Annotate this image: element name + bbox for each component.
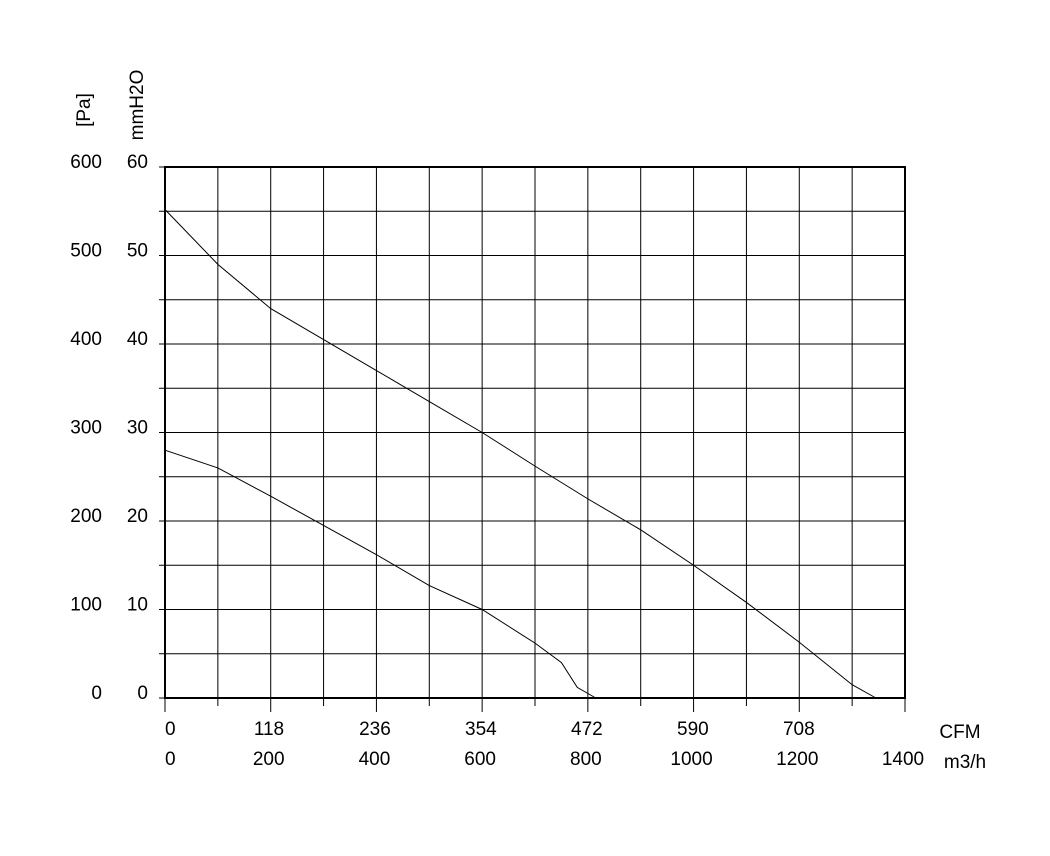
x2-tick-label: 0 bbox=[165, 719, 176, 740]
x-tick-label: 1200 bbox=[776, 749, 818, 770]
y-tick-label: 500 bbox=[70, 241, 102, 262]
y2-tick-label: 20 bbox=[127, 506, 148, 527]
x-tick-label: 600 bbox=[464, 749, 496, 770]
x2-tick-label: 236 bbox=[359, 719, 391, 740]
y2-axis-label: mmH2O bbox=[127, 70, 148, 141]
curve bbox=[164, 449, 597, 699]
y-tick-label: 600 bbox=[70, 152, 102, 173]
y2-tick-label: 0 bbox=[137, 683, 148, 704]
y-tick-label: 400 bbox=[70, 329, 102, 350]
y2-tick-label: 30 bbox=[127, 418, 148, 439]
x-tick-label: 0 bbox=[165, 749, 176, 770]
y2-tick-label: 10 bbox=[127, 595, 148, 616]
y-tick-label: 100 bbox=[70, 595, 102, 616]
y2-tick-label: 60 bbox=[127, 152, 148, 173]
x2-tick-label: 472 bbox=[571, 719, 603, 740]
curve bbox=[164, 209, 877, 699]
y-tick-label: 0 bbox=[91, 683, 102, 704]
y2-tick-label: 40 bbox=[127, 329, 148, 350]
y2-tick-label: 50 bbox=[127, 241, 148, 262]
x-tick-label: 1000 bbox=[670, 749, 712, 770]
x-axis-label: m3/h bbox=[944, 752, 986, 773]
x2-tick-label: 590 bbox=[677, 719, 709, 740]
x2-tick-label: 708 bbox=[783, 719, 815, 740]
x-tick-label: 400 bbox=[359, 749, 391, 770]
y-axis-label: [Pa] bbox=[74, 93, 95, 127]
x-tick-label: 800 bbox=[570, 749, 602, 770]
x-tick-label: 200 bbox=[253, 749, 285, 770]
x-tick-label: 1400 bbox=[882, 749, 924, 770]
y-tick-label: 200 bbox=[70, 506, 102, 527]
x2-axis-label: CFM bbox=[939, 722, 980, 743]
x2-tick-label: 354 bbox=[465, 719, 497, 740]
y-tick-label: 300 bbox=[70, 418, 102, 439]
x2-tick-label: 118 bbox=[254, 719, 284, 740]
